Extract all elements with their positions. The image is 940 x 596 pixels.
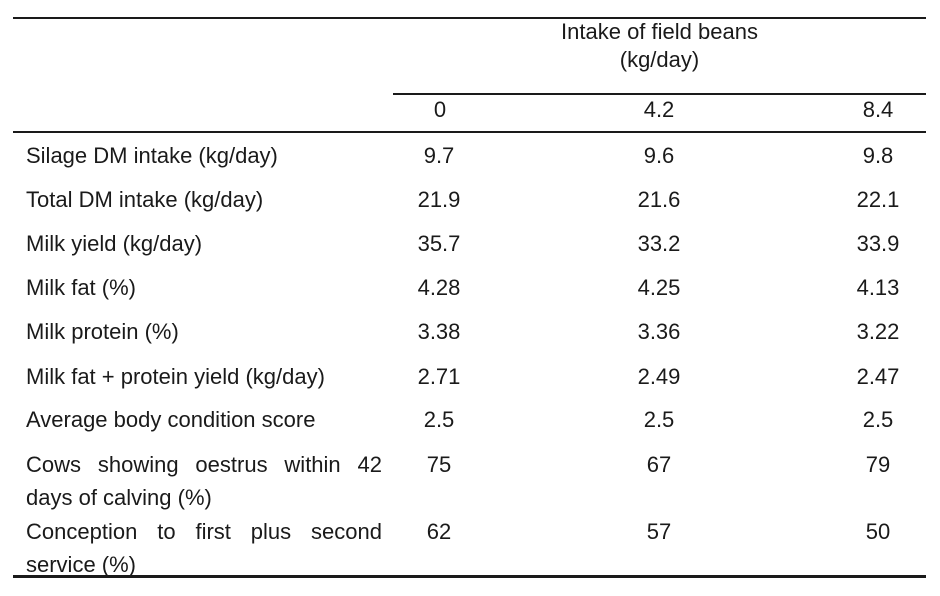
row-label: Milk yield (kg/day) (26, 231, 203, 256)
row-label: Milk fat (%) (26, 275, 136, 300)
table-top-rule (13, 17, 926, 19)
cell-value: 2.47 (856, 364, 900, 389)
cell-value: 9.6 (643, 143, 675, 168)
cell-value: 9.7 (423, 143, 455, 168)
column-header-0: 0 (433, 97, 447, 122)
cell-value: 4.28 (417, 275, 461, 300)
cell-value: 79 (865, 452, 891, 477)
cell-value: 33.2 (637, 231, 681, 256)
group-header: Intake of field beans (kg/day) (393, 18, 926, 74)
cell-value: 2.5 (862, 407, 894, 432)
cell-value: 35.7 (417, 231, 461, 256)
row-label: Silage DM intake (kg/day) (26, 143, 278, 168)
cell-value: 3.36 (637, 319, 681, 344)
table-bottom-rule (13, 575, 926, 578)
row-label: Total DM intake (kg/day) (26, 187, 264, 212)
cell-value: 4.13 (856, 275, 900, 300)
row-label: Cows showing oestrus within 42 days of c… (26, 452, 382, 510)
row-label: Milk fat + protein yield (kg/day) (26, 364, 325, 389)
cell-value: 62 (426, 519, 452, 544)
row-label: Average body condition score (26, 407, 316, 432)
cell-value: 57 (646, 519, 672, 544)
cell-value: 4.25 (637, 275, 681, 300)
row-label: Milk protein (%) (26, 319, 179, 344)
cell-value: 67 (646, 452, 672, 477)
cell-value: 3.38 (417, 319, 461, 344)
cell-value: 22.1 (856, 187, 900, 212)
cell-value: 2.5 (423, 407, 455, 432)
cell-value: 75 (426, 452, 452, 477)
group-header-title: Intake of field beans (561, 19, 758, 44)
group-header-unit: (kg/day) (619, 47, 700, 72)
cell-value: 21.9 (417, 187, 461, 212)
cell-value: 50 (865, 519, 891, 544)
group-header-rule (393, 93, 926, 95)
cell-value: 21.6 (637, 187, 681, 212)
cell-value: 9.8 (862, 143, 894, 168)
cell-value: 3.22 (856, 319, 900, 344)
row-label: Conception to first plus second service … (26, 519, 382, 577)
cell-value: 2.49 (637, 364, 681, 389)
cell-value: 33.9 (856, 231, 900, 256)
column-header-8-4: 8.4 (862, 97, 894, 122)
cell-value: 2.71 (417, 364, 461, 389)
cell-value: 2.5 (643, 407, 675, 432)
column-header-4-2: 4.2 (643, 97, 675, 122)
header-body-rule (13, 131, 926, 133)
